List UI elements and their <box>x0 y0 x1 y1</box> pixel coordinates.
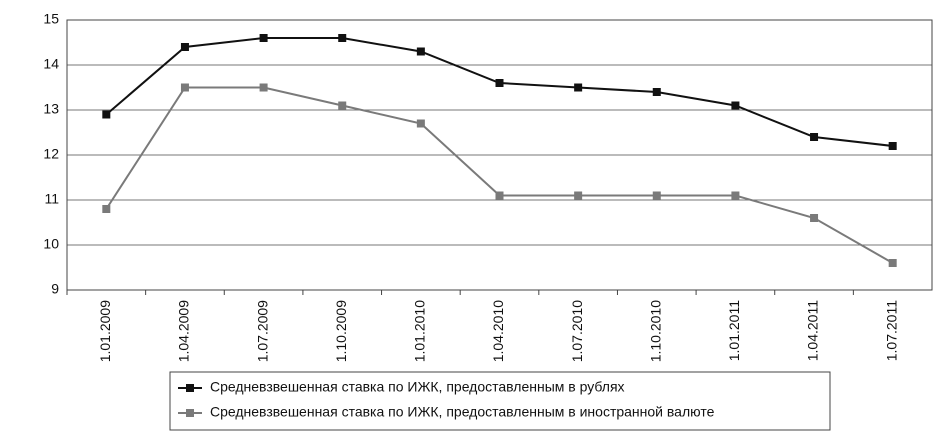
marker <box>652 191 661 200</box>
marker <box>495 191 504 200</box>
x-tick-label: 1.04.2011 <box>805 300 821 361</box>
series-line <box>105 37 893 147</box>
marker <box>102 205 111 213</box>
marker <box>338 34 347 42</box>
y-tick-label: 9 <box>51 281 59 297</box>
x-tick-label: 1.01.2011 <box>726 300 742 361</box>
marker <box>416 47 425 56</box>
marker <box>810 214 819 222</box>
marker <box>495 79 504 87</box>
marker <box>574 83 583 92</box>
marker <box>731 191 740 200</box>
marker <box>259 83 268 92</box>
x-tick-label: 1.07.2009 <box>254 300 270 362</box>
legend-marker <box>186 409 194 417</box>
x-tick-label: 1.10.2009 <box>333 300 349 362</box>
legend-label: Средневзвешенная ставка по ИЖК, предоста… <box>210 404 715 420</box>
y-tick-label: 15 <box>43 11 59 27</box>
y-tick-label: 13 <box>43 101 59 117</box>
series-line <box>105 86 894 264</box>
marker <box>731 101 740 110</box>
marker <box>338 101 347 110</box>
marker <box>416 119 425 128</box>
y-tick-label: 12 <box>43 146 59 162</box>
x-tick-label: 1.01.2010 <box>412 300 428 362</box>
marker <box>102 110 111 119</box>
x-tick-label: 1.01.2009 <box>97 300 113 362</box>
marker <box>652 88 661 96</box>
y-tick-label: 14 <box>43 56 59 72</box>
marker <box>180 43 189 51</box>
y-tick-label: 11 <box>44 191 59 207</box>
plot-border <box>66 19 933 291</box>
marker <box>810 133 819 141</box>
x-tick-label: 1.04.2009 <box>176 300 192 362</box>
marker <box>259 34 268 42</box>
legend-label: Средневзвешенная ставка по ИЖК, предоста… <box>210 379 625 395</box>
legend-box <box>169 371 831 431</box>
x-tick-label: 1.07.2011 <box>883 300 899 361</box>
x-tick-label: 1.07.2010 <box>569 300 585 362</box>
marker <box>888 142 897 150</box>
y-tick-label: 10 <box>43 236 59 252</box>
x-tick-label: 1.04.2010 <box>490 300 506 362</box>
legend-marker <box>186 384 194 392</box>
marker <box>888 259 897 267</box>
x-tick-label: 1.10.2010 <box>647 300 663 362</box>
marker <box>180 83 189 92</box>
marker <box>574 191 583 200</box>
